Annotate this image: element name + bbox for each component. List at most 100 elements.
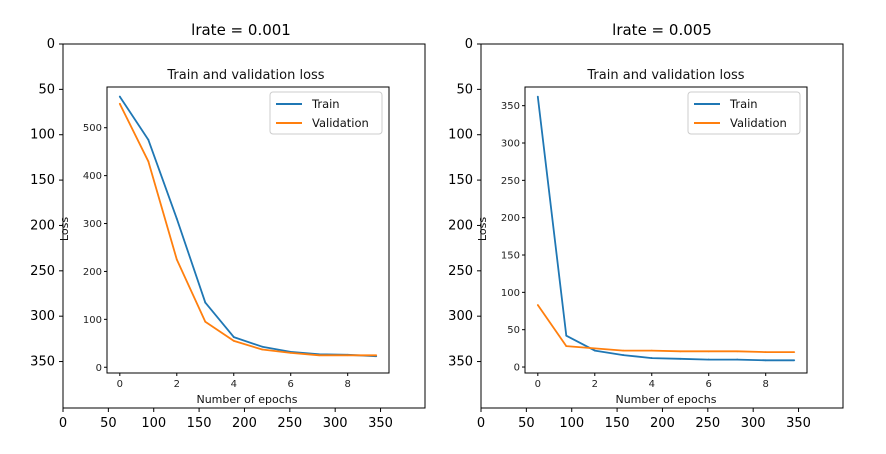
point-validation-5 — [679, 350, 682, 353]
chart-2-legend: Train Validation — [687, 91, 801, 135]
outer-y-tick-label-4: 200 — [448, 218, 473, 233]
outer-x-tick-label-7: 350 — [786, 416, 811, 431]
point-train-0 — [118, 95, 121, 98]
chart-1-legend-label-train: Train — [311, 97, 340, 111]
point-validation-2 — [175, 258, 178, 261]
point-validation-3 — [204, 320, 207, 323]
panel-2: lrate = 0.005 0 50 100 150 200 250 300 35005010… — [448, 21, 844, 431]
point-train-7 — [736, 358, 739, 361]
outer-y-tick-label-7: 350 — [30, 355, 55, 370]
point-validation-0 — [536, 304, 539, 306]
series-line-train — [119, 96, 377, 358]
panel-1-title: lrate = 0.001 — [191, 21, 291, 39]
outer-x-tick-label-1: 50 — [100, 416, 117, 431]
x-tick-label-3: 6 — [706, 379, 712, 390]
y-tick-label-0: 0 — [96, 363, 102, 374]
panel-1: lrate = 0.001 0 50 100 150 200 250 300 35005010… — [30, 21, 426, 431]
x-tick-label-0: 0 — [117, 379, 123, 390]
y-tick-label-5: 250 — [501, 176, 520, 187]
outer-y-tick-label-4: 200 — [30, 218, 55, 233]
outer-x-tick-label-6: 300 — [741, 416, 766, 431]
point-validation-6 — [707, 350, 710, 353]
chart-1-xlabel: Number of epochs — [196, 393, 297, 406]
outer-y-tick-label-0: 0 — [47, 37, 55, 52]
panel-1-outer-ticks: 0 50 100 150 200 250 300 3500501001502002503003… — [30, 37, 393, 431]
outer-y-tick-label-5: 250 — [448, 264, 473, 279]
chart-2-legend-label-train: Train — [729, 97, 758, 111]
point-validation-6 — [289, 351, 292, 354]
outer-y-tick-label-1: 50 — [456, 82, 473, 97]
y-tick-label-5: 500 — [83, 123, 102, 134]
point-validation-0 — [118, 102, 121, 105]
outer-x-tick-label-0: 0 — [59, 416, 67, 431]
outer-y-tick-label-1: 50 — [38, 82, 55, 97]
point-validation-3 — [622, 349, 625, 352]
outer-x-tick-label-6: 300 — [323, 416, 348, 431]
y-tick-label-4: 400 — [83, 171, 102, 182]
outer-x-tick-label-4: 200 — [650, 416, 675, 431]
chart-2-ticks: 0 2 4 6 8 0 50 100 150 200 250 300 350 — [501, 101, 769, 390]
chart-1-ticks: 0 2 4 6 8 0 100 200 300 400 500 — [83, 123, 351, 390]
chart-1-series — [118, 95, 378, 358]
series-line-validation — [118, 103, 377, 357]
point-validation-9 — [375, 354, 378, 357]
outer-x-tick-label-4: 200 — [232, 416, 257, 431]
y-tick-label-4: 200 — [501, 213, 520, 224]
point-validation-1 — [565, 345, 568, 348]
panel-2-outer-ticks: 0 50 100 150 200 250 300 3500501001502002503003… — [448, 37, 811, 431]
chart-1-axes-frame — [106, 86, 390, 374]
x-tick-label-1: 2 — [174, 379, 180, 390]
y-tick-label-1: 50 — [507, 325, 520, 336]
y-tick-label-3: 150 — [501, 251, 520, 262]
point-train-5 — [679, 357, 682, 360]
y-tick-label-6: 300 — [501, 139, 520, 150]
outer-x-tick-label-3: 150 — [605, 416, 630, 431]
outer-y-tick-label-7: 350 — [448, 355, 473, 370]
outer-x-tick-label-5: 250 — [277, 416, 302, 431]
point-validation-4 — [232, 340, 235, 342]
point-train-8 — [764, 359, 767, 362]
outer-y-tick-label-3: 150 — [30, 173, 55, 188]
outer-y-tick-label-3: 150 — [448, 173, 473, 188]
point-train-3 — [622, 354, 625, 356]
outer-y-tick-label-0: 0 — [465, 37, 473, 52]
point-train-5 — [261, 345, 264, 348]
y-tick-label-7: 350 — [501, 101, 520, 112]
outer-x-tick-label-3: 150 — [187, 416, 212, 431]
chart-2-title: Train and validation loss — [586, 68, 744, 83]
point-train-1 — [147, 138, 150, 141]
chart-1-legend: Train Validation — [269, 91, 383, 135]
point-validation-7 — [736, 350, 739, 353]
outer-y-tick-label-2: 100 — [448, 128, 473, 143]
point-validation-8 — [764, 351, 767, 353]
y-tick-label-0: 0 — [514, 363, 520, 374]
chart-2-series — [536, 95, 796, 362]
point-validation-7 — [318, 354, 321, 357]
chart-2-ylabel: Loss — [476, 217, 489, 241]
outer-x-tick-label-0: 0 — [477, 416, 485, 431]
x-tick-label-0: 0 — [535, 379, 541, 390]
point-train-2 — [593, 349, 596, 352]
point-validation-8 — [346, 354, 349, 357]
point-train-0 — [536, 95, 539, 98]
outer-x-tick-label-2: 100 — [141, 416, 166, 431]
panel-2-title: lrate = 0.005 — [612, 21, 712, 39]
point-train-1 — [565, 334, 568, 337]
x-tick-label-1: 2 — [592, 379, 598, 390]
chart-2-legend-label-validation: Validation — [730, 116, 787, 130]
chart-1-title: Train and validation loss — [166, 68, 324, 83]
point-validation-5 — [261, 348, 264, 351]
y-tick-label-2: 100 — [501, 288, 520, 299]
series-line-validation — [537, 304, 795, 354]
chart-1-legend-label-validation: Validation — [312, 116, 369, 130]
y-tick-label-3: 300 — [83, 219, 102, 230]
x-tick-label-4: 8 — [345, 379, 351, 390]
outer-y-tick-label-6: 300 — [448, 309, 473, 324]
x-tick-label-3: 6 — [288, 379, 294, 390]
point-validation-9 — [793, 351, 796, 353]
outer-y-tick-label-6: 300 — [30, 309, 55, 324]
point-train-2 — [175, 217, 178, 220]
outer-y-tick-label-5: 250 — [30, 264, 55, 279]
point-train-4 — [650, 357, 653, 359]
